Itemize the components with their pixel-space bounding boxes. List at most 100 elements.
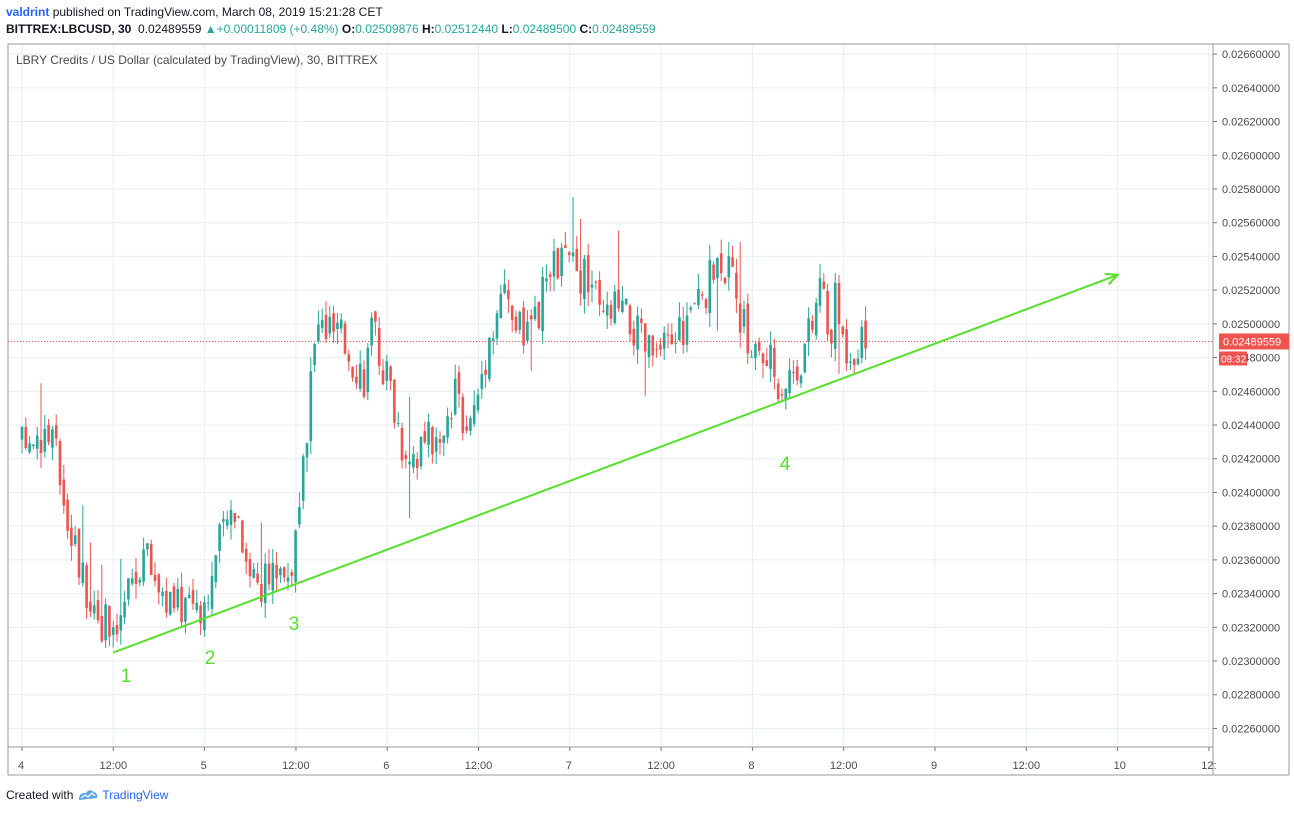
candle-body [184,597,187,622]
chart-legend: LBRY Credits / US Dollar (calculated by … [16,53,378,67]
candle-body [244,548,248,562]
candle-body [472,405,476,424]
candle-body [180,586,183,622]
candle-body [735,272,738,299]
candle-body [719,253,723,274]
x-tick-label: 7 [566,760,572,772]
candle-body [408,461,411,465]
candle-body [727,256,731,278]
candle-body [39,439,43,453]
candle-body [856,358,860,365]
candle-body [77,528,81,578]
candle-body [773,347,776,377]
candle-body [803,344,807,373]
candle-body [731,257,734,267]
tradingview-brand: TradingView [102,788,169,802]
candle-body [545,278,548,282]
candle-body [423,431,427,443]
candle-body [396,422,400,424]
x-tick-label: 9 [931,760,937,772]
candle-body [754,343,757,359]
candle-body [586,255,590,293]
candle-body [96,600,100,621]
candle-body [795,366,799,381]
candle-body [355,376,358,384]
y-tick-label: 0.02580000 [1222,184,1280,196]
candle-body [427,421,430,445]
candle-body [89,601,92,612]
candle-body [491,338,495,341]
y-tick-label: 0.02640000 [1222,83,1280,95]
y-tick-label: 0.02560000 [1222,218,1280,230]
candle-body [640,318,643,323]
candle-body [526,321,529,341]
candle-body [24,426,28,449]
candle-body [605,304,609,316]
candle-body [769,344,772,369]
candle-body [100,615,104,642]
tradingview-link[interactable]: TradingView [77,788,168,802]
candle-body [320,319,324,328]
wave-label-1: 1 [121,666,132,687]
low-value: 0.02489500 [512,22,577,36]
x-tick-label: 12:00 [647,760,675,772]
candle-body [248,559,252,577]
wave-label-4: 4 [780,454,791,475]
candle-body [332,313,335,332]
candle-body [469,418,472,431]
candle-body [149,543,153,575]
y-tick-label: 0.02260000 [1222,723,1280,735]
candle-body [438,439,442,443]
candle-body [115,625,119,635]
candle-body [689,307,693,310]
x-tick-label: 5 [201,760,207,772]
x-tick-label: 12: [1201,760,1216,772]
created-with-text: Created with [6,788,74,802]
candle-body [294,530,297,582]
candle-body [43,428,47,452]
candle-body [108,606,111,637]
last-price: 0.02489559 [138,22,202,36]
candle-body [461,396,465,433]
candle-body [811,320,814,330]
candle-body [507,289,510,300]
candle-body [617,289,620,309]
candle-body [138,579,142,583]
candle-body [85,565,88,608]
candle-body [602,310,605,312]
close-value: 0.02489559 [592,22,656,36]
candle-body [651,335,655,356]
candle-body [659,344,662,350]
candle-body [381,370,385,385]
candle-body [541,276,544,332]
candle-body [370,317,373,346]
low-label: L: [501,22,513,36]
candle-body [309,371,313,442]
candle-body [776,383,780,400]
candle-body [450,418,453,420]
candle-body [495,313,499,339]
candle-body [693,303,696,305]
candle-body [814,302,818,336]
candle-body [165,590,168,613]
author-name[interactable]: valdrint [6,5,50,19]
candle-body [845,329,848,364]
candle-body [385,361,389,381]
candle-body [833,282,837,349]
open-value: 0.02509876 [355,22,419,36]
candle-body [560,247,563,277]
candle-body [548,274,552,277]
countdown-tag [1219,351,1247,366]
wave-label-3: 3 [289,614,300,635]
candle-body [681,321,685,346]
candle-body [529,315,533,320]
candle-body [647,335,651,358]
candle-body [830,329,833,344]
candle-body [742,308,746,327]
candle-body [195,602,199,610]
candle-body [552,251,556,277]
candle-body [655,349,658,351]
trend-arrowhead [1104,272,1120,286]
countdown-label: 08:32 [1221,354,1246,365]
